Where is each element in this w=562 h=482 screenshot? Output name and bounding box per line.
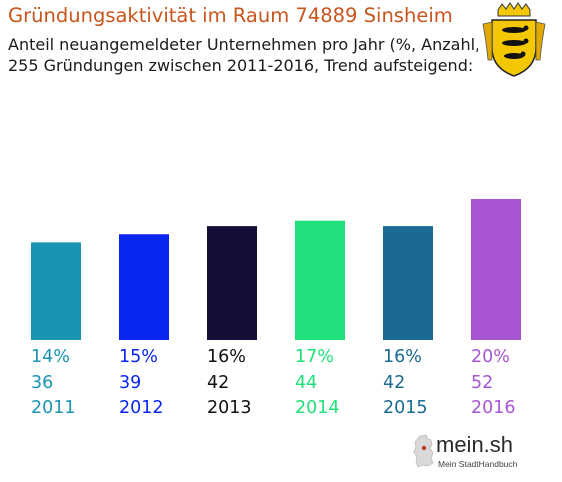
count-label-2016: 52 [471,373,494,393]
year-label-2013: 2013 [207,398,252,418]
year-label-2011: 2011 [31,398,76,418]
logo-tagline: Mein StadtHandbuch [438,459,518,469]
percent-label-2015: 16% [383,347,422,367]
page-title: Gründungsaktivität im Raum 74889 Sinshei… [8,4,453,27]
count-label-2011: 36 [31,373,54,393]
percent-label-2016: 20% [471,347,510,367]
bar-2011 [31,242,81,340]
percent-label-2011: 14% [31,347,70,367]
coat-of-arms-icon [478,0,550,82]
year-label-2015: 2015 [383,398,428,418]
germany-map-icon [413,434,434,468]
count-label-2012: 39 [119,373,142,393]
bar-2013 [207,226,257,340]
count-label-2015: 42 [383,373,406,393]
year-label-2016: 2016 [471,398,516,418]
bar-2014 [295,220,345,340]
percent-label-2012: 15% [119,347,158,367]
bar-2012 [119,234,169,340]
mein-sh-logo[interactable]: mein.sh Mein StadtHandbuch [410,432,525,478]
percent-label-2014: 17% [295,347,334,367]
year-label-2012: 2012 [119,398,164,418]
percent-label-2013: 16% [207,347,246,367]
chart-subtitle-line-1: Anteil neuangemeldeter Unternehmen pro J… [8,35,523,54]
count-label-2014: 44 [295,373,318,393]
chart-subtitle-line-2: 255 Gründungen zwischen 2011-2016, Trend… [8,56,474,75]
bar-2016 [471,199,521,340]
year-label-2014: 2014 [295,398,340,418]
logo-name: mein.sh [436,432,514,457]
count-label-2013: 42 [207,373,230,393]
bar-2015 [383,226,433,340]
